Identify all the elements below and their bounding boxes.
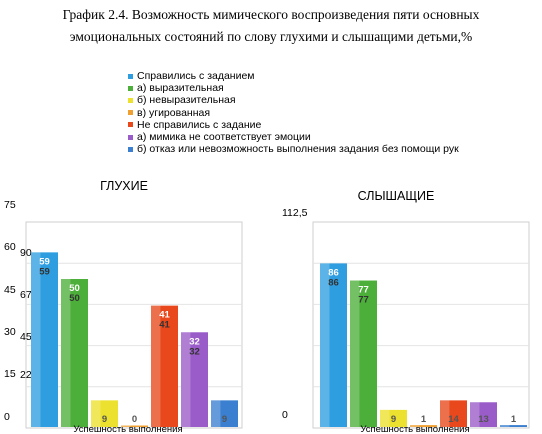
bar [181,332,208,427]
bar-highlight [380,409,390,427]
legend-label: Не справились с задание [137,118,262,131]
bar-highlight [440,400,450,427]
bar-highlight [211,400,221,427]
y-tick-label-secondary: 45 [20,331,32,343]
bar-highlight [410,425,420,427]
y-tick-label-secondary: 90 [20,247,32,259]
data-label: 41 [159,310,170,321]
legend-swatch [128,110,133,116]
legend-item: в) угированная [128,107,459,119]
data-label: 9 [102,414,107,425]
data-label: 13 [478,414,489,425]
plot-frame [25,221,243,429]
legend-label: а) мимика не соответствует эмоции [137,131,311,144]
data-label: 86 [328,267,339,278]
bar [320,263,347,427]
legend-swatch [128,122,133,128]
y-tick-label: 30 [4,326,16,338]
y-tick-label: 15 [4,368,16,380]
data-label: 32 [189,336,200,347]
plot-frame [312,221,530,429]
data-label: 0 [132,414,137,425]
data-label: 59 [39,256,50,267]
bar [410,425,437,427]
chart-title-line-1: График 2.4. Возможность мимического восп… [62,7,480,22]
data-label-echo: 59 [39,266,50,277]
data-label-echo: 77 [358,295,369,306]
y-tick-label: 75 [4,199,16,211]
chart-title: График 2.4. Возможность мимического восп… [0,4,542,48]
legend-swatch [128,146,133,152]
bar-highlight [350,280,360,427]
bar [121,425,148,427]
legend-label: а) выразительная [137,82,224,95]
legend-label: б) невыразительная [137,94,236,107]
legend-label: б) отказ или невозможность выполнения за… [137,143,459,156]
data-label: 77 [358,285,369,296]
bar [211,400,238,427]
bar [151,305,178,427]
bar-highlight [31,252,41,427]
data-label: 14 [448,414,459,425]
data-label-echo: 50 [69,293,80,304]
bar [500,425,527,427]
bar [380,409,407,427]
data-label: 1 [511,414,517,425]
data-label: 1 [421,414,427,425]
bar [470,402,497,427]
legend-swatch [128,85,133,91]
legend-item: Справились с заданием [128,70,459,82]
bar-highlight [121,425,131,427]
bar [61,279,88,427]
bar-highlight [500,425,510,427]
panel-title: СЛЫШАЩИЕ [358,189,435,203]
y-tick-label: 45 [4,284,16,296]
bar [31,252,58,427]
y-tick-label: 0 [282,409,288,421]
legend: Справились с заданием а) выразительная б) … [128,70,459,155]
bar-highlight [91,400,101,427]
data-label: 9 [222,414,227,425]
bar [440,400,467,427]
y-tick-label: 112,5 [282,207,308,219]
bar-highlight [320,263,330,427]
data-label-echo: 86 [328,277,339,288]
x-axis-label: Успешность выполнения [73,424,182,434]
legend-item: а) выразительная [128,82,459,94]
legend-swatch [128,134,133,140]
bar [350,280,377,427]
bar-highlight [470,402,480,427]
legend-item: б) невыразительная [128,94,459,106]
legend-swatch [128,73,133,79]
bar-highlight [181,332,191,427]
legend-item: б) отказ или невозможность выполнения за… [128,143,459,155]
legend-swatch [128,98,133,103]
legend-item: а) мимика не соответствует эмоции [128,131,459,143]
data-label-echo: 41 [159,320,170,331]
panel-title: ГЛУХИЕ [100,179,148,193]
data-label: 50 [69,283,80,294]
bar-highlight [151,305,161,427]
legend-label: в) угированная [137,106,211,119]
bar-highlight [61,279,71,427]
chart-title-line-2: эмоциональных состояний по слову глухими… [69,29,473,44]
legend-item: Не справились с задание [128,119,459,131]
data-label: 9 [391,414,396,425]
data-label-echo: 32 [189,346,200,357]
y-tick-label: 60 [4,241,16,253]
x-axis-label: Успешность выполнения [360,424,469,434]
legend-label: Справились с заданием [137,70,255,82]
bar [91,400,118,427]
y-tick-label: 0 [4,411,10,423]
